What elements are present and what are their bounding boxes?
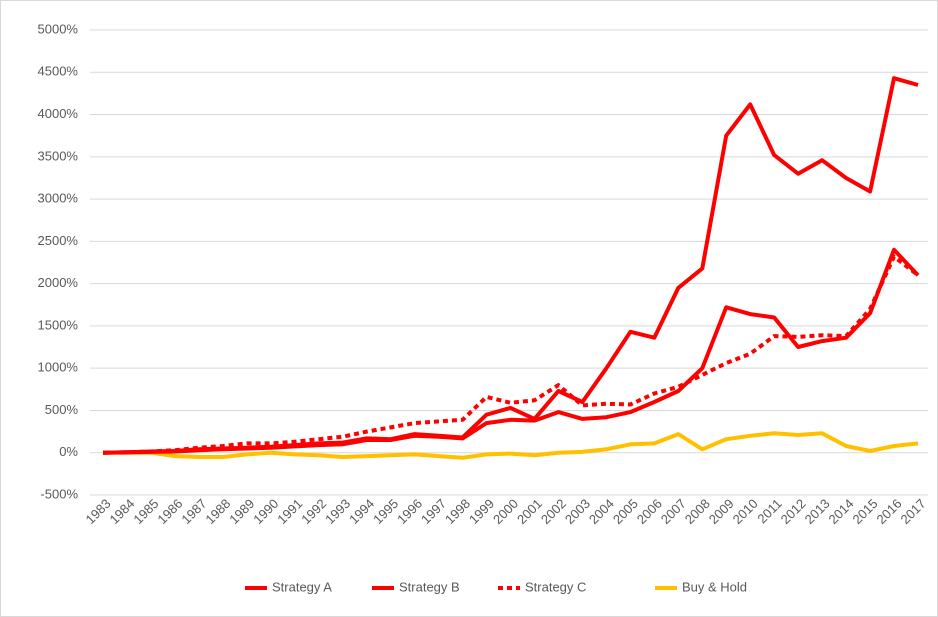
y-tick-label: 2000% [38,275,79,290]
y-tick-label: 3500% [38,148,79,163]
y-tick-label: 0% [59,444,78,459]
legend-label: Buy & Hold [682,579,747,594]
legend-label: Strategy C [525,579,586,594]
y-tick-label: -500% [40,486,78,501]
legend-label: Strategy A [272,579,332,594]
legend-label: Strategy B [399,579,460,594]
series-line [103,431,919,460]
y-tick-label: 3000% [38,191,79,206]
y-tick-label: 5000% [38,21,79,36]
series-line [102,254,920,455]
y-tick-label: 1000% [38,360,79,375]
y-tick-label: 4500% [38,64,79,79]
y-tick-label: 2500% [38,233,79,248]
y-tick-label: 1500% [38,317,79,332]
y-tick-label: 4000% [38,106,79,121]
series-line [102,76,919,455]
y-tick-label: 500% [45,402,79,417]
